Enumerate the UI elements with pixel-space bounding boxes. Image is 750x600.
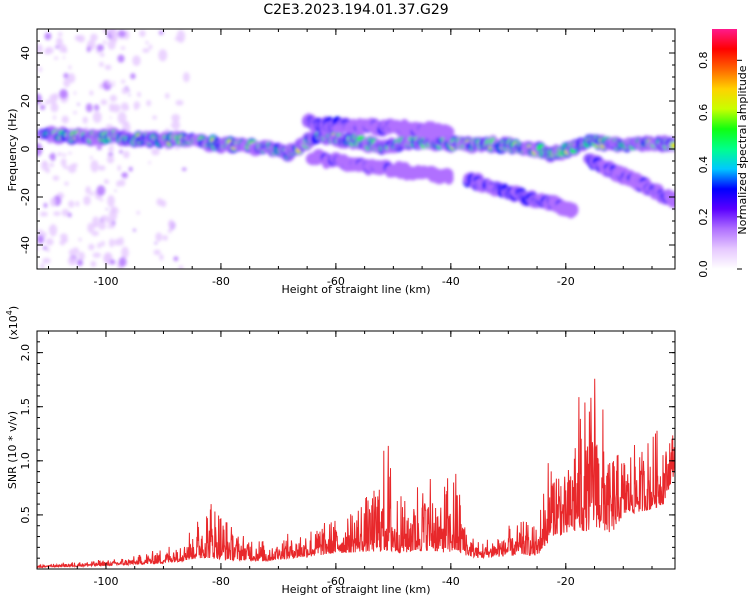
snr-y-label: SNR (10 * v/v) bbox=[6, 411, 19, 489]
snr-multiplier: (x104) bbox=[5, 306, 20, 340]
colorbar-gradient bbox=[712, 29, 737, 269]
colorbar-label: Normalized spectral amplitude bbox=[736, 65, 749, 234]
snr-panel: -100 -80 -60 -40 -20 0.5 1.0 1.5 2.0 Height of s… bbox=[5, 306, 676, 596]
colorbar-tick-label: 0.6 bbox=[697, 104, 710, 122]
colorbar-ticks: 0.0 0.2 0.4 0.6 0.8 bbox=[697, 52, 742, 278]
spectrogram-x-label: Height of straight line (km) bbox=[281, 283, 430, 296]
colorbar-tick-label: 0.8 bbox=[697, 52, 710, 70]
snr-x-tick-label: -40 bbox=[442, 575, 460, 588]
snr-y-tick-label: 1.0 bbox=[19, 452, 32, 470]
snr-series bbox=[37, 378, 675, 569]
spectrogram-x-tick-label: -80 bbox=[212, 275, 230, 288]
colorbar: 0.0 0.2 0.4 0.6 0.8 Normalized spectral ampl… bbox=[697, 29, 749, 278]
snr-x-label: Height of straight line (km) bbox=[281, 583, 430, 596]
spectrogram-x-tick-label: -40 bbox=[442, 275, 460, 288]
spectrogram-image bbox=[37, 29, 675, 269]
svg-text:(x104): (x104) bbox=[5, 306, 20, 340]
snr-line bbox=[37, 378, 675, 569]
snr-ticks: -100 -80 -60 -40 -20 0.5 1.0 1.5 2.0 bbox=[19, 331, 675, 588]
snr-y-tick-label: 2.0 bbox=[19, 344, 32, 362]
spectrogram-ticks: -100 -80 -60 -40 -20 -40 -20 0 20 40 bbox=[19, 28, 675, 288]
spectrogram-y-tick-label: 0 bbox=[19, 146, 32, 153]
snr-x-tick-label: -60 bbox=[327, 575, 345, 588]
snr-y-tick-label: 1.5 bbox=[19, 398, 32, 416]
spectrogram-panel: -100 -80 -60 -40 -20 -40 -20 0 20 40 Height of st… bbox=[6, 28, 676, 296]
snr-x-tick-label: -80 bbox=[212, 575, 230, 588]
colorbar-tick-label: 0.2 bbox=[697, 208, 710, 226]
spectrogram-x-tick-label: -20 bbox=[557, 275, 575, 288]
spectrogram-y-label: Frequency (Hz) bbox=[6, 109, 19, 192]
spectrogram-x-tick-label: -100 bbox=[93, 275, 118, 288]
snr-x-tick-label: -100 bbox=[93, 575, 118, 588]
spectrogram-y-tick-label: 40 bbox=[19, 46, 32, 60]
colorbar-tick-label: 0.0 bbox=[697, 260, 710, 278]
spectrogram-y-tick-label: -40 bbox=[19, 236, 32, 254]
spectrogram-y-tick-label: 20 bbox=[19, 94, 32, 108]
snr-multiplier-exp: 4 bbox=[5, 310, 14, 315]
figure-title: C2E3.2023.194.01.37.G29 bbox=[263, 2, 448, 18]
colorbar-tick-label: 0.4 bbox=[697, 156, 710, 174]
snr-x-tick-label: -20 bbox=[557, 575, 575, 588]
spectrogram-y-tick-label: -20 bbox=[19, 188, 32, 206]
spectrogram-x-tick-label: -60 bbox=[327, 275, 345, 288]
snr-multiplier-text: (x10 bbox=[7, 315, 20, 340]
snr-y-tick-label: 0.5 bbox=[19, 506, 32, 524]
